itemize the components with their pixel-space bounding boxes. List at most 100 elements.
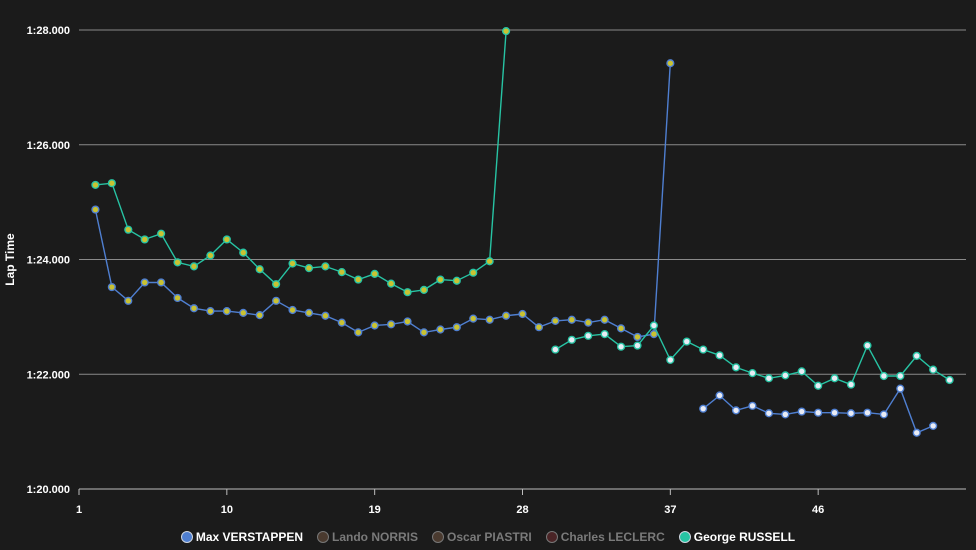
data-point xyxy=(436,325,445,334)
data-point xyxy=(91,205,100,214)
data-point xyxy=(781,371,790,380)
data-point xyxy=(600,329,609,339)
data-point xyxy=(616,324,626,333)
data-point xyxy=(386,320,396,329)
data-point xyxy=(321,311,330,320)
legend-item[interactable]: Charles LECLERC xyxy=(545,530,665,544)
data-point xyxy=(584,331,593,340)
y-tick-label: 1:24.000 xyxy=(27,255,70,267)
data-point xyxy=(304,308,314,317)
data-point xyxy=(945,375,954,385)
data-point xyxy=(206,307,215,316)
data-point xyxy=(518,309,527,319)
data-point xyxy=(699,345,708,354)
data-point xyxy=(173,293,182,303)
data-point xyxy=(715,351,724,360)
data-point xyxy=(863,408,872,417)
data-point xyxy=(633,341,642,350)
data-point xyxy=(731,406,741,415)
data-point xyxy=(288,305,297,315)
data-point xyxy=(403,288,412,297)
data-point xyxy=(255,265,264,274)
legend-swatch xyxy=(545,531,558,543)
data-point xyxy=(896,371,905,381)
data-point xyxy=(272,280,281,289)
data-point xyxy=(189,262,199,271)
data-point xyxy=(879,410,888,419)
data-point xyxy=(501,27,511,36)
data-point xyxy=(107,282,116,292)
data-point xyxy=(846,409,856,418)
y-tick-label: 1:22.000 xyxy=(27,369,70,381)
data-point xyxy=(222,307,231,316)
x-tick-label: 19 xyxy=(369,504,381,516)
data-point xyxy=(748,401,757,410)
legend-item[interactable]: George RUSSELL xyxy=(678,530,796,544)
data-point xyxy=(929,421,938,430)
data-point xyxy=(485,257,494,266)
data-point xyxy=(764,374,773,383)
chart-legend: Max VERSTAPPEN Lando NORRIS Oscar PIASTRI C… xyxy=(0,526,976,548)
y-tick-label: 1:20.000 xyxy=(27,484,70,496)
data-point xyxy=(912,428,921,437)
data-point xyxy=(748,369,757,378)
data-point xyxy=(436,275,445,284)
data-point xyxy=(354,275,363,284)
data-point xyxy=(419,328,429,337)
data-point xyxy=(157,229,166,238)
data-point xyxy=(469,268,478,277)
data-point xyxy=(337,318,346,327)
data-point xyxy=(830,408,839,417)
legend-item[interactable]: Max VERSTAPPEN xyxy=(180,530,304,544)
legend-swatch xyxy=(180,531,193,543)
data-point xyxy=(321,262,330,271)
legend-swatch xyxy=(432,531,445,543)
data-point xyxy=(551,316,560,325)
data-point xyxy=(386,279,396,288)
legend-label: Lando NORRIS xyxy=(332,530,419,544)
legend-item[interactable]: Lando NORRIS xyxy=(317,530,418,544)
series-line xyxy=(95,31,950,387)
data-point xyxy=(666,355,675,365)
data-point xyxy=(501,311,511,320)
x-tick-label: 28 xyxy=(516,504,528,516)
y-axis-title: Lap Time xyxy=(3,233,17,286)
data-point xyxy=(764,409,773,418)
data-point xyxy=(879,371,888,381)
data-point xyxy=(370,269,379,278)
x-tick-label: 37 xyxy=(664,504,676,516)
data-point xyxy=(567,315,576,324)
data-point xyxy=(797,367,806,376)
legend-swatch xyxy=(317,531,330,543)
data-point xyxy=(304,264,314,273)
data-point xyxy=(370,321,379,330)
x-tick-label: 46 xyxy=(812,504,824,516)
data-point xyxy=(157,278,166,287)
data-point xyxy=(616,342,626,351)
data-point xyxy=(830,374,839,383)
data-point xyxy=(649,321,659,330)
x-tick-label: 10 xyxy=(221,504,233,516)
data-point xyxy=(239,248,248,257)
data-point xyxy=(731,363,741,372)
data-point xyxy=(600,315,609,324)
data-point xyxy=(124,225,133,234)
data-point xyxy=(912,351,921,360)
data-point xyxy=(337,268,346,277)
data-point xyxy=(814,381,823,390)
data-point xyxy=(452,276,461,285)
data-point xyxy=(288,259,297,268)
legend-label: George RUSSELL xyxy=(693,530,796,544)
data-point xyxy=(452,323,461,332)
legend-label: Max VERSTAPPEN xyxy=(195,530,304,544)
data-point xyxy=(584,318,593,327)
data-point xyxy=(633,332,642,342)
data-point xyxy=(682,337,691,346)
data-point xyxy=(419,285,429,295)
data-point xyxy=(107,179,116,188)
data-point xyxy=(699,404,708,413)
legend-item[interactable]: Oscar PIASTRI xyxy=(432,530,532,544)
data-point xyxy=(469,314,478,323)
